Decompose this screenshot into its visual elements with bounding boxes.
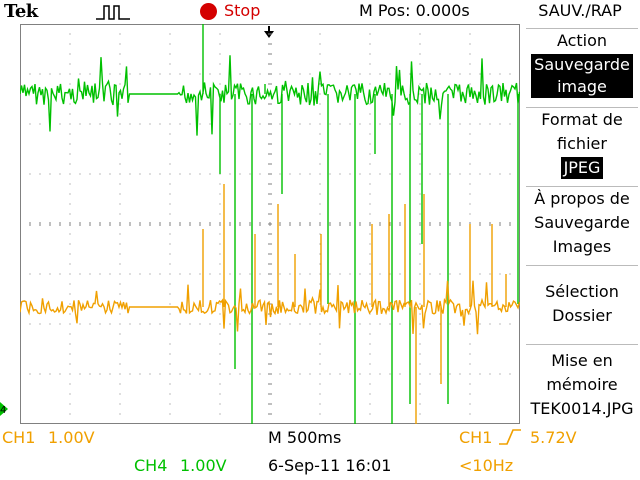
horizontal-position-readout: M Pos: 0.000s xyxy=(359,1,470,20)
menu-item-file-format-value: JPEG xyxy=(560,157,604,179)
date-readout: 6-Sep-11 xyxy=(268,456,341,475)
menu-item-file-format-label-2: fichier xyxy=(557,134,607,153)
menu-item-select-folder-label-2: Dossier xyxy=(552,306,612,325)
menu-item-action[interactable]: Action Sauvegarde image xyxy=(526,28,638,104)
menu-item-save[interactable]: Mise en mémoire TEK0014.JPG xyxy=(526,344,638,422)
brand-logo: Tek xyxy=(4,1,38,22)
ch4-label: CH4 xyxy=(134,456,168,475)
ch4-waveform xyxy=(20,24,520,424)
menu-item-about-saving-label-3: Images xyxy=(552,237,612,256)
menu-item-about-saving-label-1: À propos de xyxy=(534,189,630,208)
frequency-readout: <10Hz xyxy=(459,456,514,475)
menu-item-select-folder[interactable]: Sélection Dossier xyxy=(526,265,638,341)
ch1-waveform xyxy=(20,184,520,424)
menu-item-save-label-1: Mise en xyxy=(551,351,613,370)
horizontal-position-value: 0.000s xyxy=(415,1,470,20)
menu-item-file-format-label-1: Format de xyxy=(541,110,623,129)
timebase-readout: M 500ms xyxy=(268,428,342,447)
menu-item-save-value: TEK0014.JPG xyxy=(530,399,634,418)
date-time-readout: 6-Sep-11 16:01 xyxy=(268,456,391,475)
ch1-label: CH1 xyxy=(2,428,36,447)
trigger-source: CH1 xyxy=(459,428,493,447)
menu-title: SAUV./RAP xyxy=(538,1,622,20)
rising-edge-icon xyxy=(499,429,521,445)
status-bar: Tek Stop M Pos: 0.000s xyxy=(0,0,520,24)
run-state-label: Stop xyxy=(224,1,261,20)
menu-item-about-saving[interactable]: À propos de Sauvegarde Images xyxy=(526,186,638,262)
waveform-display xyxy=(20,24,520,424)
svg-text:4: 4 xyxy=(0,405,6,416)
time-readout: 16:01 xyxy=(345,456,392,475)
menu-item-action-value: Sauvegarde image xyxy=(531,54,633,98)
menu-item-action-label: Action xyxy=(556,31,608,50)
graticule xyxy=(20,24,520,424)
menu-item-about-saving-label-2: Sauvegarde xyxy=(534,213,630,232)
run-state-indicator xyxy=(200,3,217,20)
ch1-ground-marker: 4 xyxy=(0,402,8,416)
trigger-level: 5.72V xyxy=(530,428,577,447)
side-menu: SAUV./RAP Action Sauvegarde image Format… xyxy=(520,0,640,425)
ch1-scale: 1.00V xyxy=(48,428,95,447)
horizontal-position-label: M Pos: xyxy=(359,1,411,20)
menu-item-save-label-2: mémoire xyxy=(546,375,618,394)
menu-item-select-folder-label-1: Sélection xyxy=(545,282,619,301)
menu-item-file-format[interactable]: Format de fichier JPEG xyxy=(526,107,638,183)
ch4-scale: 1.00V xyxy=(180,456,227,475)
pulse-icon xyxy=(96,5,130,20)
